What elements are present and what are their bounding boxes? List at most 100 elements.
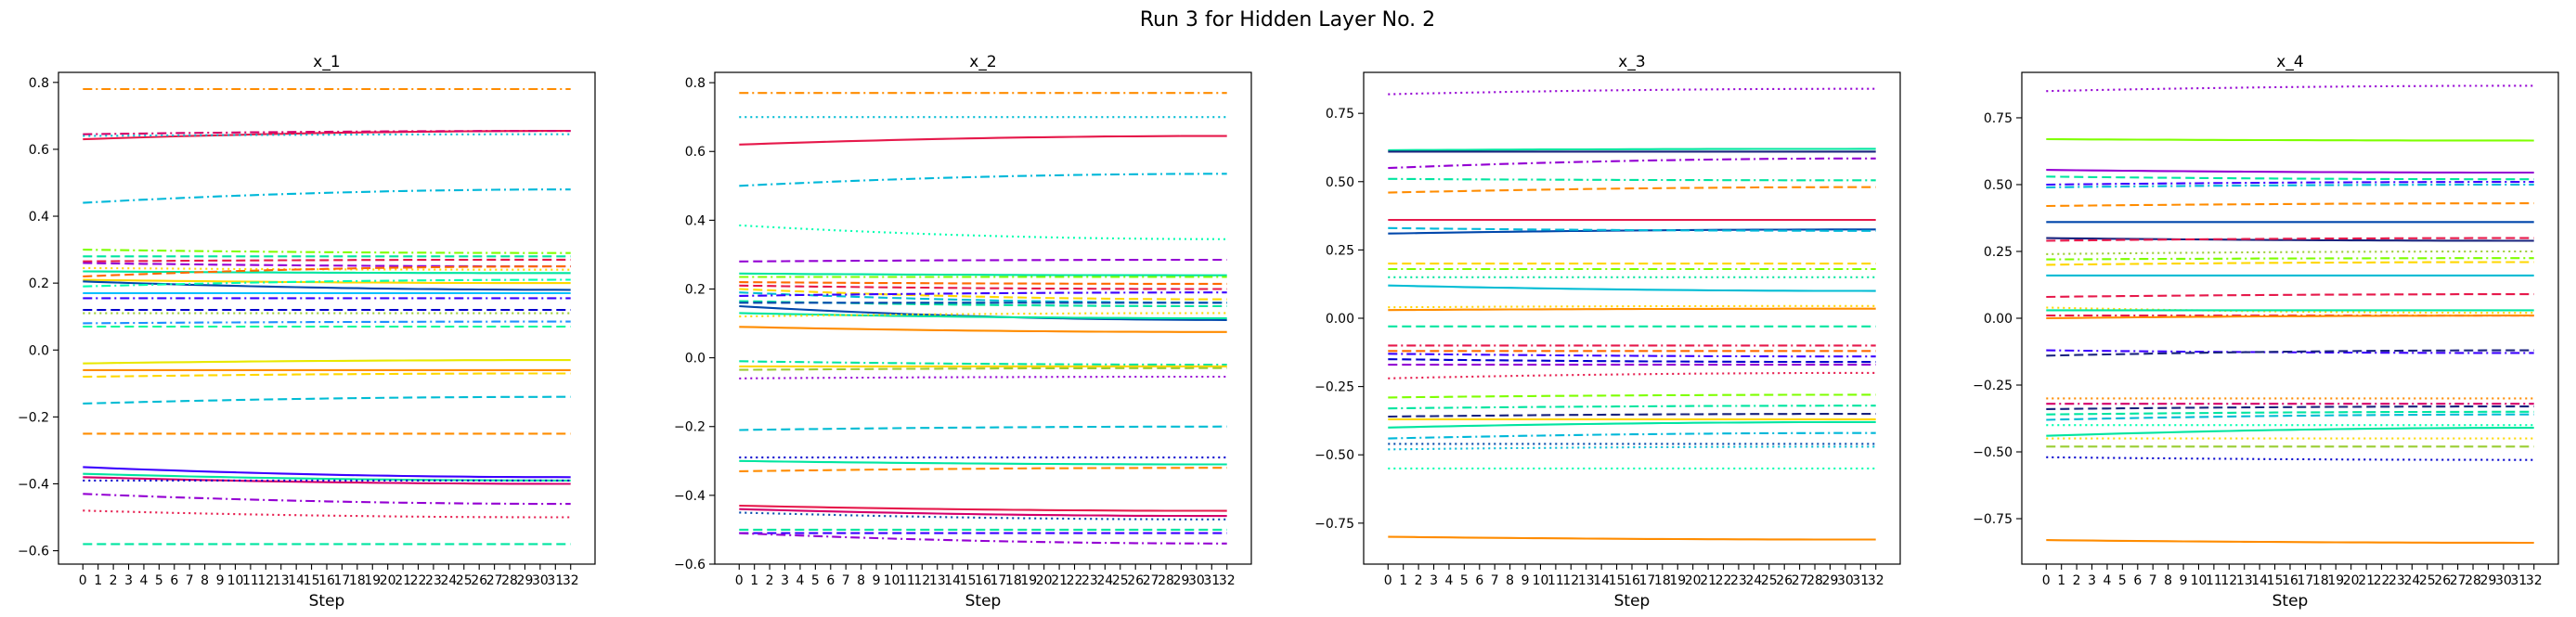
subplot-x_1: x_1−0.6−0.4−0.20.00.20.40.60.80 1 2 3 4 5 6 7 8 9… xyxy=(18,53,596,611)
y-tick-label: 0.00 xyxy=(1326,312,1354,327)
x-tick-label: 23 xyxy=(1081,573,1098,588)
x-tick-label: 26 xyxy=(471,573,487,588)
x-tick-label: 16 xyxy=(2282,573,2298,588)
x-tick-label: 3 xyxy=(781,573,789,588)
x-tick-label: 12 xyxy=(257,573,274,588)
x-tick-label: 13 xyxy=(929,573,946,588)
x-tick-label: 24 xyxy=(2403,573,2420,588)
series-line xyxy=(1388,177,1876,182)
series-line xyxy=(2046,261,2534,266)
x-tick-label: 3 xyxy=(1430,573,1438,588)
y-tick-label: −0.4 xyxy=(18,477,49,492)
x-tick-label: 0 xyxy=(2042,573,2051,588)
series-line xyxy=(1388,431,1876,440)
series-line xyxy=(1388,358,1876,364)
series-line xyxy=(1388,535,1876,541)
series-line xyxy=(2046,175,2534,181)
y-tick-label: 0.8 xyxy=(685,76,705,91)
series-line xyxy=(83,372,571,379)
x-tick-label: 21 xyxy=(2358,573,2375,588)
x-tick-label: 23 xyxy=(425,573,442,588)
subplot-title: x_1 xyxy=(313,53,340,71)
x-tick-label: 9 xyxy=(1521,573,1530,588)
x-tick-label: 14 xyxy=(2251,573,2268,588)
y-tick-label: 0.25 xyxy=(1326,243,1354,258)
x-tick-label: 5 xyxy=(155,573,163,588)
y-tick-label: 0.25 xyxy=(1984,245,2013,260)
series-line xyxy=(1388,284,1876,292)
subplot-x_3: x_3−0.75−0.50−0.250.000.250.500.750 1 2 3 4 5… xyxy=(1314,53,1901,611)
x-tick-label: 21 xyxy=(1051,573,1068,588)
x-tick-label: 15 xyxy=(960,573,977,588)
y-tick-label: −0.25 xyxy=(1973,379,2013,393)
series-line xyxy=(2046,202,2534,208)
x-tick-label: 0 xyxy=(79,573,87,588)
x-tick-label: 13 xyxy=(1578,573,1595,588)
series-line xyxy=(1388,307,1876,312)
y-tick-label: 0.6 xyxy=(685,145,705,160)
x-tick-label: 21 xyxy=(1700,573,1716,588)
x-tick-label: 25 xyxy=(1112,573,1129,588)
series-line xyxy=(2046,181,2534,186)
x-tick-label: 31 xyxy=(2510,573,2527,588)
y-tick-label: 0.0 xyxy=(685,352,705,366)
series-line xyxy=(739,272,1227,276)
x-tick-label: 1 xyxy=(94,573,102,588)
x-tick-label: 6 xyxy=(826,573,835,588)
series-line xyxy=(2046,315,2534,320)
y-tick-label: −0.6 xyxy=(674,558,705,572)
x-tick-label: 19 xyxy=(1669,573,1686,588)
x-tick-label: 27 xyxy=(1143,573,1159,588)
y-tick-label: 0.2 xyxy=(29,276,49,291)
x-tick-label: 28 xyxy=(2465,573,2481,588)
x-tick-label: 25 xyxy=(2419,573,2436,588)
series-line xyxy=(1388,405,1876,410)
x-tick-label: 22 xyxy=(410,573,427,588)
y-tick-label: 0.4 xyxy=(29,210,49,225)
x-tick-label: 1 xyxy=(750,573,758,588)
series-line xyxy=(83,188,571,204)
x-tick-label: 19 xyxy=(2327,573,2344,588)
x-tick-label: 4 xyxy=(2103,573,2111,588)
y-tick-label: −0.50 xyxy=(1314,448,1354,463)
series-line xyxy=(739,508,1227,518)
series-line xyxy=(1388,157,1876,170)
series-line xyxy=(739,467,1227,472)
x-tick-label: 13 xyxy=(2236,573,2253,588)
series-line xyxy=(1388,413,1876,418)
series-line xyxy=(83,320,571,325)
x-tick-label: 20 xyxy=(1685,573,1702,588)
x-tick-label: 8 xyxy=(857,573,865,588)
x-tick-label: 30 xyxy=(532,573,549,588)
series-line xyxy=(83,476,571,485)
x-tick-label: 23 xyxy=(1730,573,1747,588)
series-line xyxy=(83,466,571,479)
x-tick-label: 17 xyxy=(2298,573,2314,588)
series-line xyxy=(83,249,571,254)
x-tick-label: 14 xyxy=(944,573,961,588)
x-tick-label: 28 xyxy=(1806,573,1823,588)
x-tick-label: 0 xyxy=(1384,573,1392,588)
x-tick-label: 13 xyxy=(273,573,290,588)
x-tick-label: 11 xyxy=(2206,573,2222,588)
x-tick-label: 7 xyxy=(2149,573,2157,588)
x-tick-label: 5 xyxy=(1460,573,1469,588)
x-tick-label: 30 xyxy=(1837,573,1854,588)
y-tick-label: −0.50 xyxy=(1973,445,2013,460)
x-tick-label: 3 xyxy=(124,573,133,588)
x-tick-label: 24 xyxy=(440,573,457,588)
x-tick-label: 32 xyxy=(1219,573,1236,588)
x-tick-label: 10 xyxy=(1533,573,1549,588)
series-line xyxy=(83,472,571,482)
y-tick-label: −0.2 xyxy=(18,410,49,425)
x-tick-label: 12 xyxy=(2220,573,2237,588)
x-tick-label: 18 xyxy=(349,573,366,588)
x-tick-label: 1 xyxy=(1399,573,1407,588)
x-tick-label: 20 xyxy=(380,573,396,588)
x-tick-label: 24 xyxy=(1745,573,1762,588)
series-line xyxy=(1388,393,1876,399)
x-tick-label: 18 xyxy=(2312,573,2329,588)
series-line xyxy=(83,130,571,135)
figure-title: Run 3 for Hidden Layer No. 2 xyxy=(1140,8,1435,32)
